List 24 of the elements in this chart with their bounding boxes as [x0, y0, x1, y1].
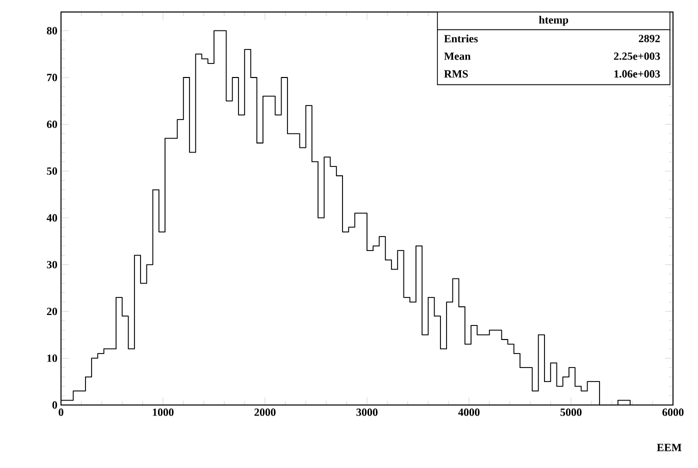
annotation: 2.25e+003	[614, 52, 660, 60]
x-tick-label: 3000	[356, 408, 378, 416]
x-tick-label: 5000	[560, 408, 582, 416]
y-tick-label: 70	[47, 74, 58, 82]
annotation: 2892	[638, 34, 660, 42]
x-tick-label: 6000	[662, 408, 684, 416]
y-tick-label: 80	[46, 27, 58, 34]
y-tick-label: 60	[46, 120, 58, 128]
x-tick-label: 1000	[152, 408, 174, 416]
y-tick-label: 50	[46, 167, 58, 175]
y-tick-label: 10	[47, 354, 58, 362]
x-tick-label: 0	[58, 408, 64, 416]
y-tick-label: 0	[52, 401, 58, 409]
y-tick-label: 20	[46, 308, 58, 316]
x-tick-label: 4000	[458, 408, 480, 416]
x-axis-title: EEM	[656, 444, 682, 452]
y-tick-label: 30	[46, 260, 58, 268]
y-tick-label: 40	[46, 214, 58, 222]
annotation: Mean	[444, 52, 471, 60]
annotation: Entries	[444, 34, 478, 42]
annotation: 1.06e+003	[614, 70, 660, 78]
annotation: htemp	[539, 16, 568, 26]
annotation: RMS	[444, 70, 468, 78]
x-tick-label: 2000	[254, 408, 276, 416]
